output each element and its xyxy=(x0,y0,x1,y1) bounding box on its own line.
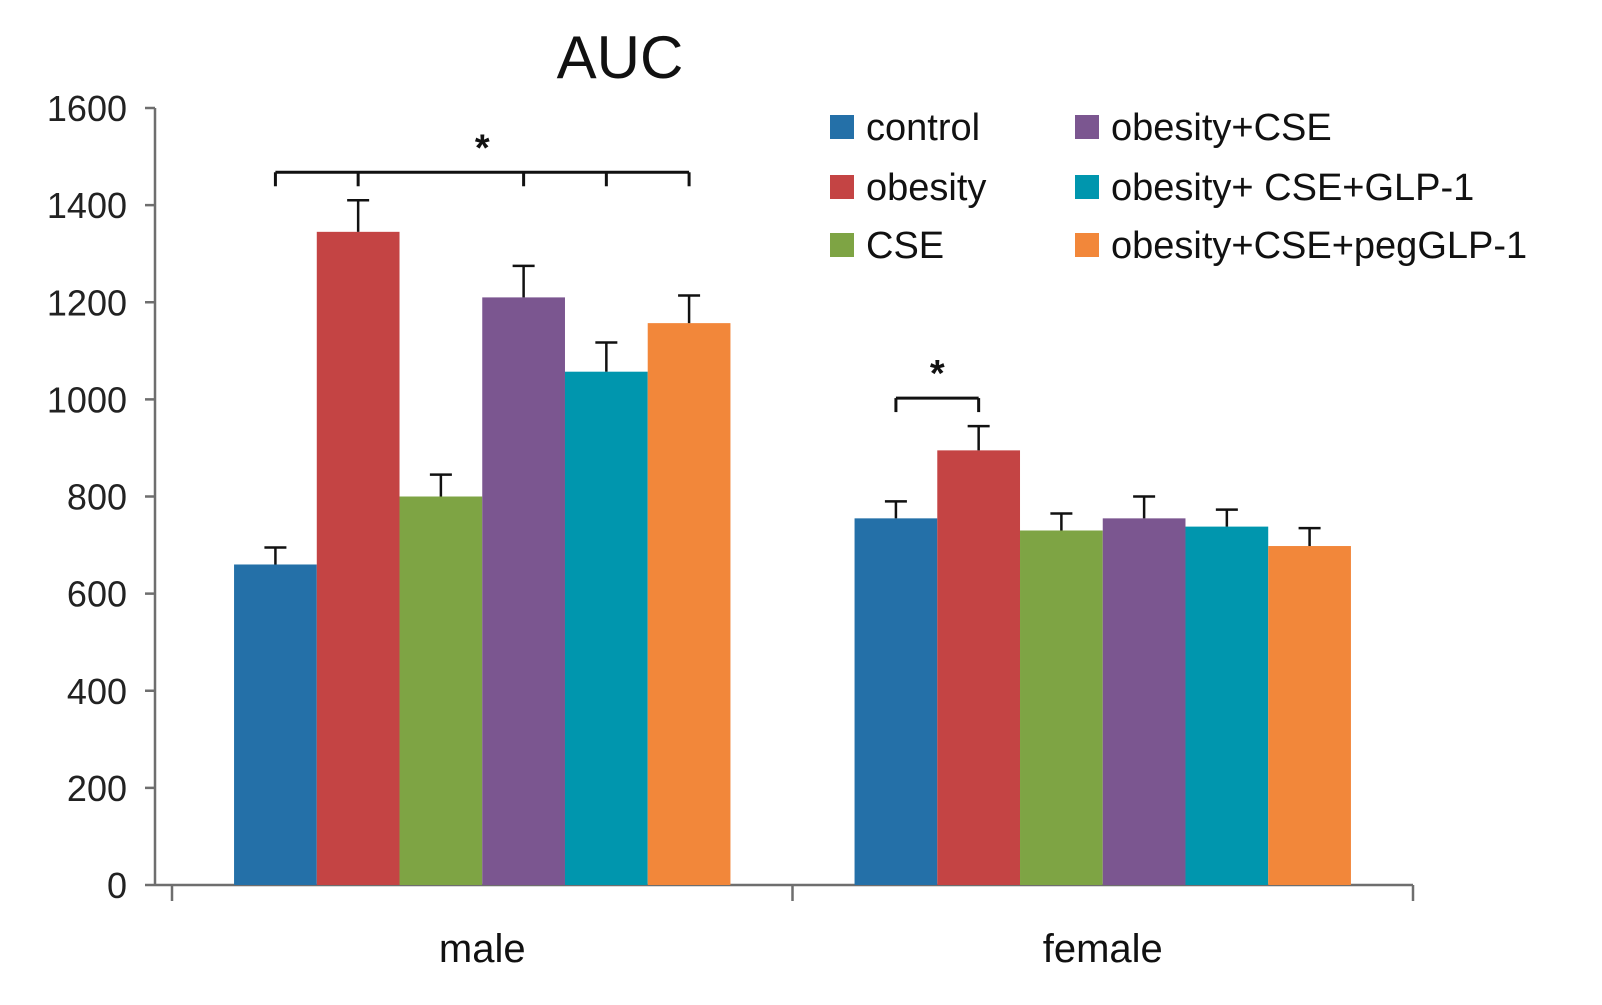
y-tick-label: 800 xyxy=(67,477,127,518)
legend-item: CSE xyxy=(830,225,944,267)
y-tick-label: 0 xyxy=(107,865,127,906)
y-tick-label: 200 xyxy=(67,768,127,809)
bar-obesity-female xyxy=(937,450,1021,885)
y-tick-label: 1600 xyxy=(47,88,127,129)
significance-annotations: ** xyxy=(273,127,981,413)
y-tick-label: 600 xyxy=(67,574,127,615)
y-tick-label: 1000 xyxy=(47,379,127,420)
legend-swatch xyxy=(1075,115,1099,139)
chart-legend: control obesity CSE obesity+CSE obesity+ CSE… xyxy=(830,107,1527,267)
y-tick-label: 1400 xyxy=(47,185,127,226)
bar-cse-female xyxy=(1020,530,1103,885)
legend-item: obesity+CSE xyxy=(1075,107,1332,149)
bar-obesity-cse-glp-1-male xyxy=(564,371,648,886)
bar-obesity-male xyxy=(316,231,400,886)
legend-swatch xyxy=(830,175,854,199)
error-bar-group xyxy=(264,199,1321,565)
x-category-label: male xyxy=(439,927,526,971)
legend-item: obesity xyxy=(830,167,986,209)
x-category-label: female xyxy=(1043,927,1163,971)
legend-item: control xyxy=(830,107,980,149)
bar-control-male xyxy=(234,564,317,885)
legend-swatch xyxy=(830,115,854,139)
y-tick-label: 1200 xyxy=(47,282,127,323)
bar-obesity-cse-pegglp-1-female xyxy=(1268,546,1351,885)
significance-star: * xyxy=(475,127,490,169)
significance-star: * xyxy=(930,353,945,395)
legend-label: obesity+CSE xyxy=(1111,107,1332,149)
legend-label: CSE xyxy=(866,225,944,267)
bar-obesity-cse-glp-1-female xyxy=(1185,526,1269,885)
legend-label: obesity+CSE+pegGLP-1 xyxy=(1111,225,1527,267)
y-tick-label: 400 xyxy=(67,671,127,712)
chart-axes: 0 200 400 600 800 1000 1200 1400 1600 male female xyxy=(47,88,1415,971)
bar-obesity-cse-pegglp-1-male xyxy=(647,323,731,886)
legend-swatch xyxy=(1075,175,1099,199)
legend-item: obesity+CSE+pegGLP-1 xyxy=(1075,225,1527,267)
significance-bracket: * xyxy=(894,353,981,413)
legend-label: control xyxy=(866,107,980,149)
bar-control-female xyxy=(854,518,938,885)
legend-label: obesity+ CSE+GLP-1 xyxy=(1111,167,1474,209)
legend-item: obesity+ CSE+GLP-1 xyxy=(1075,167,1474,209)
legend-label: obesity xyxy=(866,167,986,209)
bar-obesity-cse-female xyxy=(1102,518,1186,885)
chart-title: AUC xyxy=(557,24,684,91)
legend-swatch xyxy=(830,233,854,257)
legend-swatch xyxy=(1075,233,1099,257)
significance-bracket: * xyxy=(273,127,691,187)
bar-group xyxy=(234,231,1351,886)
bar-cse-male xyxy=(399,496,483,885)
bar-obesity-cse-male xyxy=(482,297,565,885)
